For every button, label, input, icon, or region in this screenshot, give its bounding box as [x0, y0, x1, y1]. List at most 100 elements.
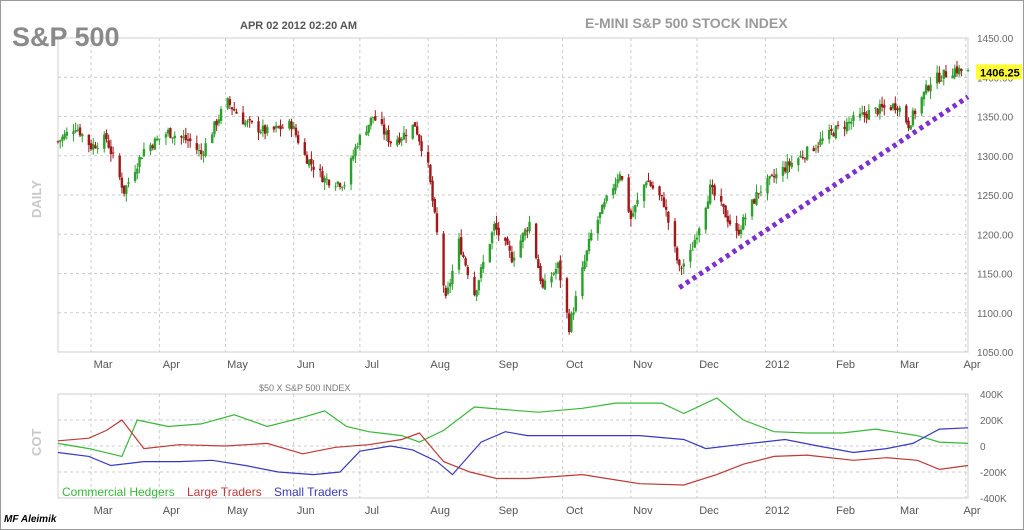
candle-body	[913, 110, 917, 115]
candle-body	[955, 66, 959, 74]
candle-body	[543, 280, 547, 290]
candle-body	[850, 121, 853, 124]
candle-body	[213, 121, 216, 135]
price-tick-label: 1350.00	[977, 113, 1014, 124]
candle-body	[556, 262, 560, 268]
price-month-label: Dec	[699, 359, 719, 371]
cot-month-label: Feb	[836, 505, 855, 517]
candle-body	[197, 149, 201, 151]
candle-body	[534, 223, 538, 259]
candle-body	[924, 84, 928, 94]
candle-body	[490, 232, 494, 244]
candle-body	[107, 140, 110, 148]
price-month-label: Apr	[963, 359, 980, 371]
candle-body	[565, 278, 569, 313]
candle-body	[852, 115, 855, 122]
candle-body	[675, 247, 679, 261]
candle-body	[922, 91, 926, 100]
candle-body	[874, 107, 877, 109]
candle-body	[935, 72, 939, 84]
candle-body	[380, 119, 384, 124]
candle-body	[74, 130, 77, 132]
candle-body	[133, 172, 137, 181]
candle-body	[336, 181, 340, 185]
candle-body	[138, 156, 141, 167]
candle-body	[645, 182, 648, 186]
candle-body	[319, 168, 322, 171]
candle-body	[781, 166, 785, 176]
candle-body	[244, 122, 247, 126]
candle-body	[473, 276, 476, 295]
candle-body	[880, 103, 884, 108]
candle-body	[508, 245, 511, 251]
price-axis: 1450.001400.001350.001300.001250.001200.…	[977, 34, 1014, 359]
candle-body	[217, 119, 221, 124]
candle-body	[61, 136, 64, 141]
candle-body	[292, 126, 295, 129]
cot-month-label: May	[227, 505, 248, 517]
candle-body	[76, 129, 80, 131]
candle-body	[909, 125, 912, 130]
candle-body	[799, 155, 802, 158]
candle-body	[343, 185, 346, 187]
candle-body	[744, 217, 747, 220]
candle-body	[673, 221, 677, 247]
candle-body	[642, 184, 646, 202]
candle-body	[753, 199, 756, 204]
candle-body	[894, 103, 897, 111]
candle-body	[951, 75, 954, 79]
cot-month-label: Mar	[900, 505, 919, 517]
candle-body	[689, 250, 692, 262]
candle-body	[202, 154, 205, 156]
candle-body	[189, 138, 192, 142]
candle-body	[706, 201, 710, 209]
candle-body	[957, 67, 961, 75]
candle-body	[272, 126, 276, 130]
candle-body	[827, 130, 831, 140]
cot-line-large-traders	[57, 419, 969, 486]
candle-body	[539, 265, 542, 282]
candle-body	[184, 134, 187, 141]
candle-body	[739, 229, 743, 235]
candle-body	[358, 134, 362, 146]
candle-body	[418, 134, 421, 142]
candle-body	[570, 313, 573, 332]
candle-body	[788, 161, 791, 166]
candle-body	[151, 145, 154, 148]
candle-body	[374, 116, 377, 121]
cot-month-label: Jul	[365, 505, 379, 517]
candle-body	[590, 232, 593, 241]
candle-body	[78, 127, 82, 136]
cot-lines	[57, 397, 969, 486]
candle-body	[601, 204, 604, 214]
candle-body	[479, 267, 483, 279]
candle-body	[497, 227, 500, 236]
candle-body	[277, 126, 280, 128]
cot-tick-label: 0	[980, 442, 986, 453]
candle-body	[512, 257, 516, 261]
candle-body	[938, 72, 941, 83]
candle-body	[596, 219, 600, 234]
candle-body	[942, 69, 945, 79]
candle-body	[341, 187, 344, 189]
candle-body	[629, 210, 633, 219]
candle-body	[797, 158, 800, 166]
candle-body	[634, 205, 637, 213]
candle-body	[182, 137, 185, 139]
candle-body	[898, 107, 901, 112]
candle-body	[519, 240, 522, 258]
candle-body	[786, 161, 789, 173]
candle-body	[396, 139, 399, 146]
candle-body	[770, 174, 774, 176]
candle-body	[259, 131, 262, 134]
candle-body	[451, 270, 454, 285]
cot-month-label: Apr	[163, 505, 180, 517]
candle-body	[836, 125, 840, 127]
candle-body	[631, 213, 635, 217]
candle-body	[211, 134, 214, 144]
candle-body	[775, 173, 778, 179]
candle-body	[709, 184, 712, 204]
candle-body	[312, 166, 315, 170]
candle-body	[927, 86, 930, 91]
